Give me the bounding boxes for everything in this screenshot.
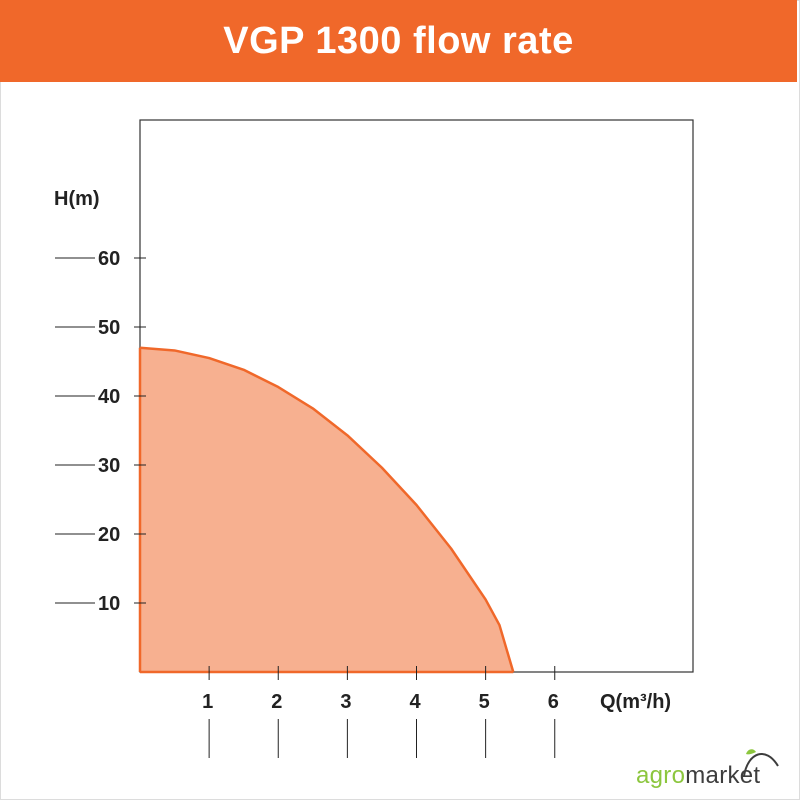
y-axis-title: H(m) [54,188,100,210]
brand-text: agromarket [636,762,760,790]
title-banner: VGP 1300 flow rate [0,0,797,82]
y-tick-label: 10 [98,593,120,615]
curve-area-fill [140,347,514,672]
x-axis-title: Q(m³/h) [600,691,671,713]
x-tick-label: 3 [340,691,351,713]
x-tick-label: 2 [271,691,282,713]
x-tick-label: 4 [410,691,422,713]
brand-market: market [685,762,761,789]
y-tick-label: 50 [98,317,120,339]
x-tick-label: 1 [202,691,213,713]
curve-area-edge [138,347,514,674]
y-tick-label: 20 [98,524,120,546]
y-tick-label: 60 [98,248,120,270]
y-tick-label: 30 [98,455,120,477]
brand-agro: agro [636,762,686,789]
agromarket-logo: agromarket [636,749,786,796]
chart-title: VGP 1300 flow rate [223,19,574,62]
performance-curve-line [139,346,515,673]
x-tick-label: 6 [548,691,559,713]
x-tick-label: 5 [479,691,490,713]
leaf-sprout-icon [743,749,779,777]
y-tick-label: 40 [98,386,120,408]
